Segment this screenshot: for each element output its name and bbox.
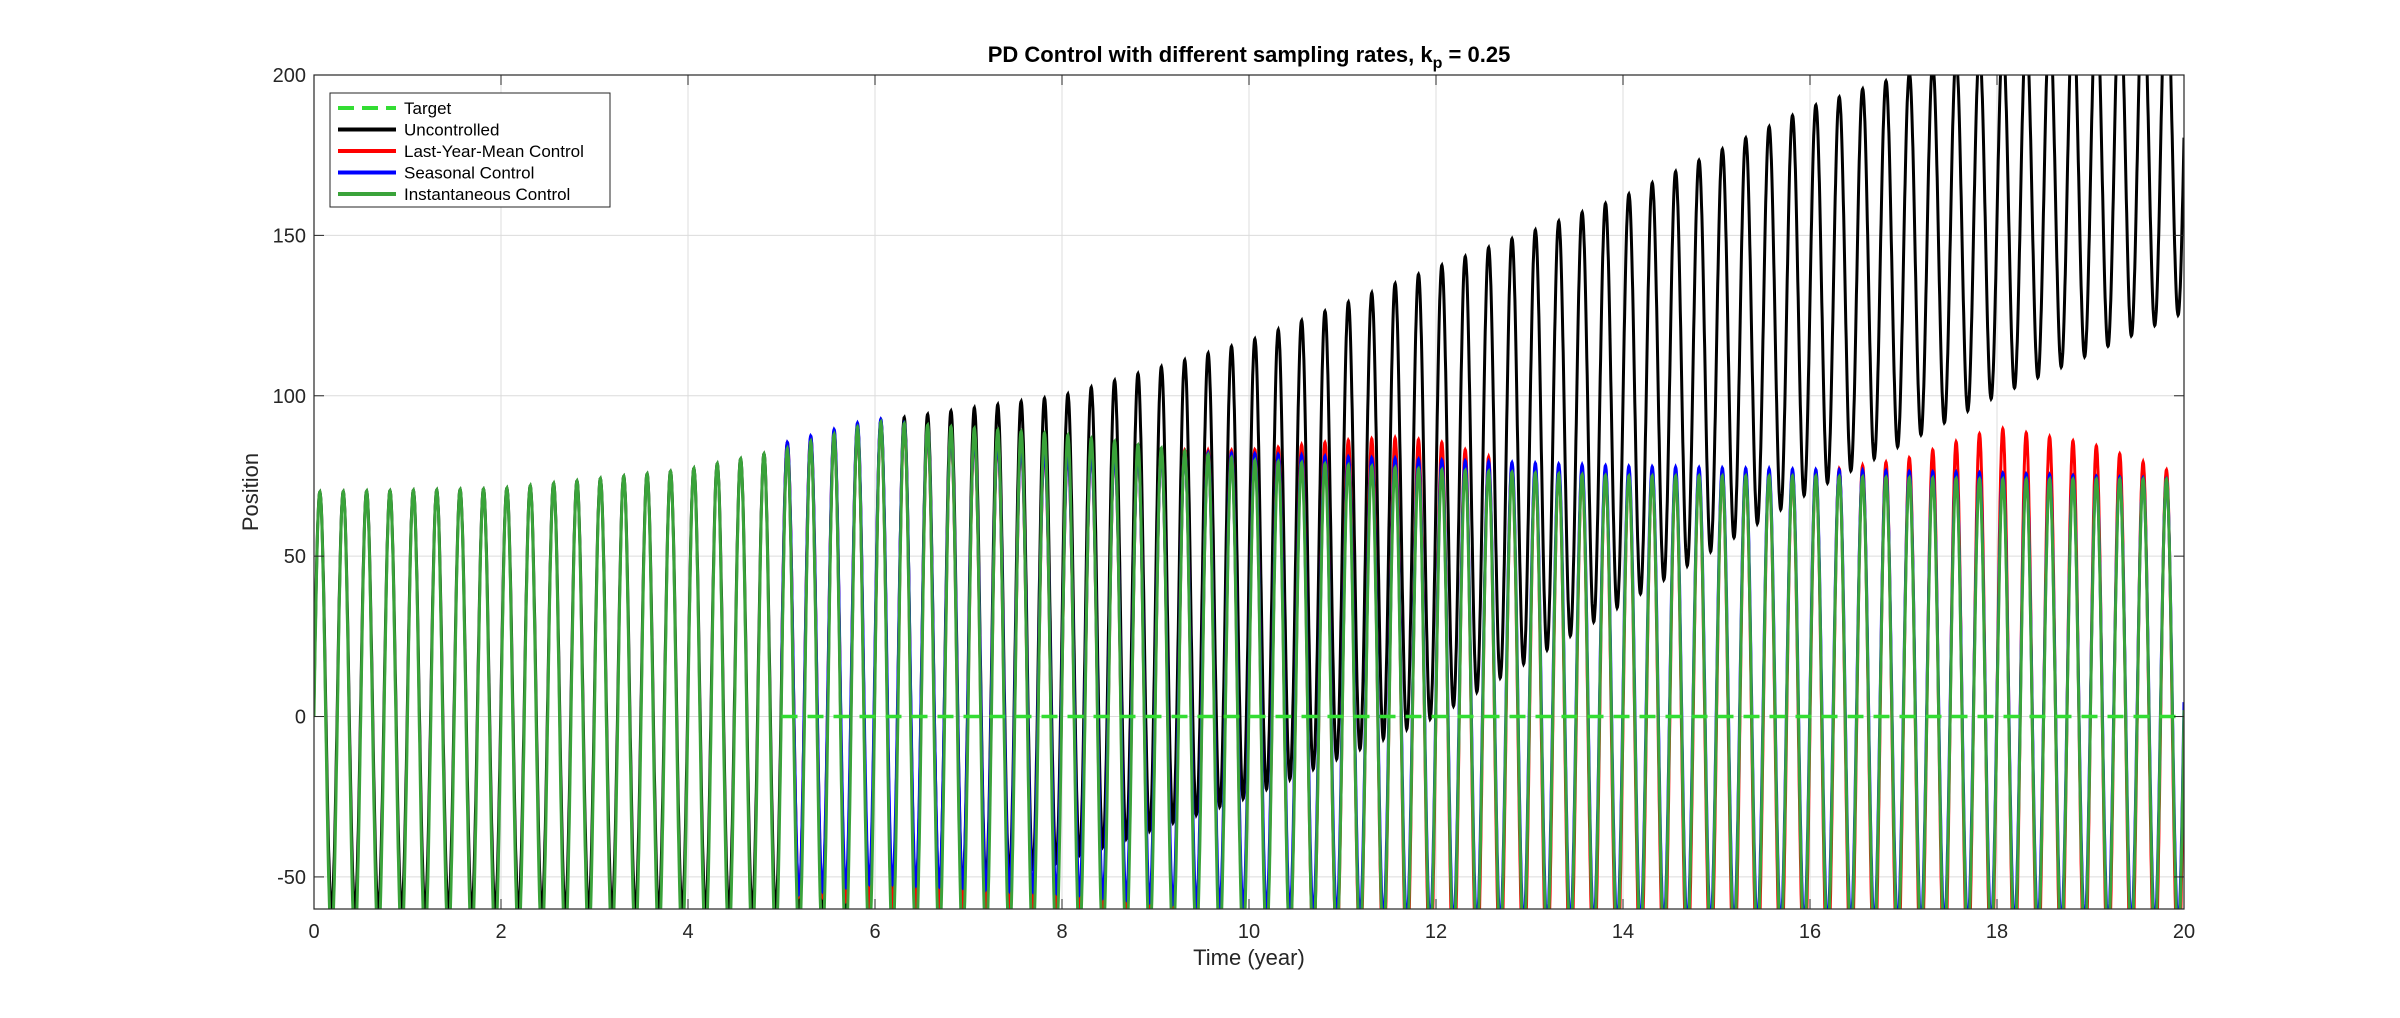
x-tick-label: 16	[1799, 921, 1821, 943]
y-tick-label: 0	[295, 707, 306, 729]
x-tick-label: 18	[1986, 921, 2008, 943]
axis-ticks: 0 2 4 6 8 10 12 14 16 18 20 -50 0 50 100 150 200	[273, 65, 2196, 943]
y-tick-label: 50	[284, 546, 306, 568]
chart-title-main: PD Control with different sampling rates…	[988, 42, 1434, 67]
series-line-instantaneous-control	[314, 418, 2184, 909]
series-layer	[314, 75, 2184, 909]
chart-title-subscript: p	[1433, 55, 1443, 72]
x-tick-label: 4	[682, 921, 693, 943]
legend-target-label: Target	[404, 99, 452, 118]
x-tick-label: 0	[308, 921, 319, 943]
legend-last-year-mean-control-label: Last-Year-Mean Control	[404, 142, 584, 161]
x-axis-label: Time (year)	[1193, 945, 1305, 970]
y-tick-label: -50	[277, 867, 306, 889]
chart-title-tail: = 0.25	[1442, 42, 1510, 67]
legend-seasonal-control-label: Seasonal Control	[404, 164, 534, 183]
x-tick-label: 20	[2173, 921, 2195, 943]
x-tick-label: 14	[1612, 921, 1634, 943]
legend: Target Uncontrolled Last-Year-Mean Control…	[329, 92, 611, 208]
y-axis-label: Position	[238, 453, 263, 531]
y-tick-label: 200	[273, 65, 306, 87]
legend-uncontrolled-label: Uncontrolled	[404, 121, 499, 140]
x-tick-label: 2	[495, 921, 506, 943]
x-tick-label: 10	[1238, 921, 1260, 943]
x-tick-label: 8	[1056, 921, 1067, 943]
x-tick-label: 12	[1425, 921, 1447, 943]
y-tick-label: 150	[273, 225, 306, 247]
chart-title: PD Control with different sampling rates…	[988, 42, 1511, 72]
legend-instantaneous-control-label: Instantaneous Control	[404, 185, 570, 204]
y-tick-label: 100	[273, 386, 306, 408]
x-tick-label: 6	[869, 921, 880, 943]
